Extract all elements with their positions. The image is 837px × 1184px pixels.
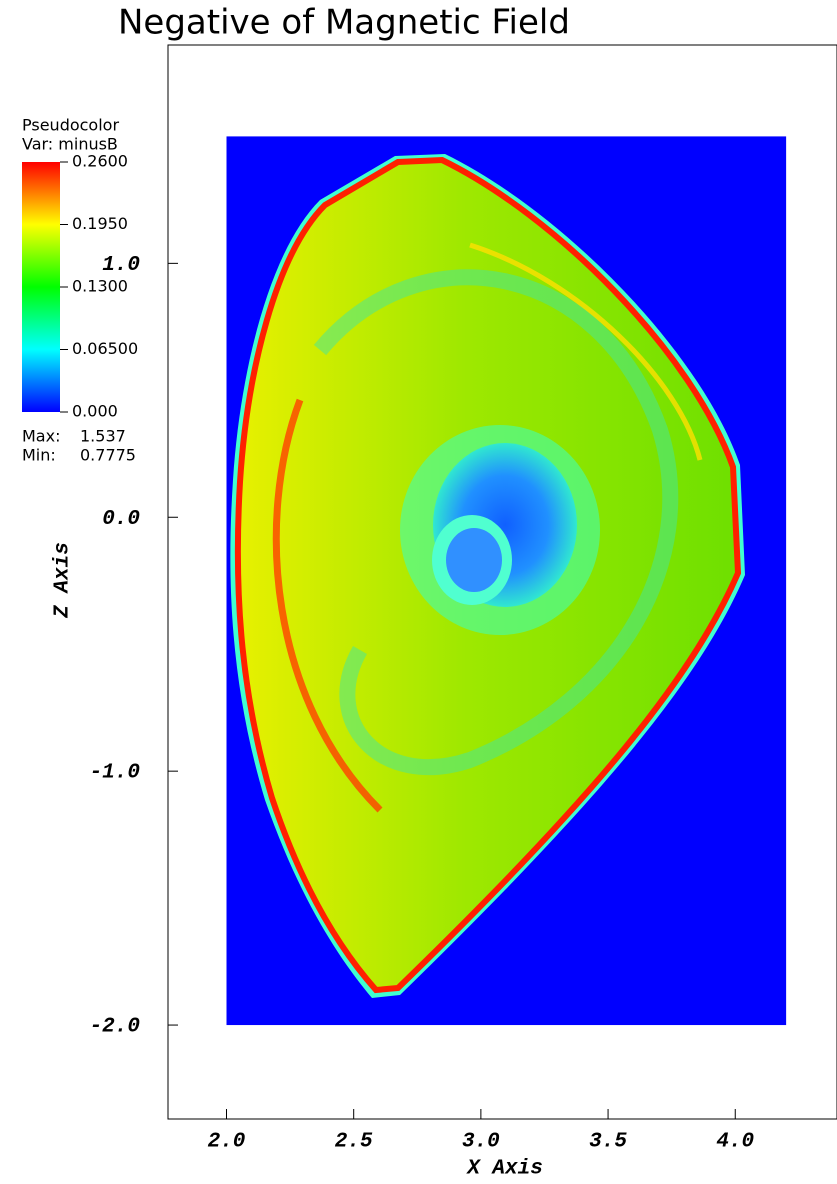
max-label: Max: [22, 427, 60, 446]
x-tick-label: 2.5 [335, 1131, 373, 1154]
x-axis-label: X Axis [465, 1158, 543, 1180]
plasma [230, 154, 746, 998]
legend-variable: Var: minusB [22, 135, 118, 154]
legend-title: Pseudocolor [22, 116, 119, 135]
x-tick-label: 3.0 [462, 1131, 500, 1154]
plot-frame [167, 44, 837, 1120]
colorbar-tick-label: 0.2600 [72, 152, 128, 171]
colorbar-tick-label: 0.000 [72, 402, 118, 421]
min-label: Min: [22, 446, 56, 465]
colorbar [22, 162, 60, 412]
y-tick-label: 0.0 [102, 508, 140, 531]
x-tick-label: 4.0 [716, 1131, 754, 1154]
y-tick-label: -1.0 [90, 762, 140, 785]
x-tick-label: 2.0 [208, 1131, 246, 1154]
chart-title: Negative of Magnetic Field [118, 3, 570, 43]
y-tick-label: -2.0 [90, 1016, 140, 1039]
y-tick-label: 1.0 [102, 254, 140, 277]
colorbar-tick-label: 0.1950 [72, 214, 128, 233]
x-tick-label: 3.5 [589, 1131, 627, 1154]
max-value: 1.537 [80, 427, 126, 446]
colorbar-tick-label: 0.06500 [72, 339, 138, 358]
colorbar-tick-label: 0.1300 [72, 277, 128, 296]
min-value: 0.7775 [80, 446, 136, 465]
y-axis-label: Z Axis [52, 542, 75, 619]
